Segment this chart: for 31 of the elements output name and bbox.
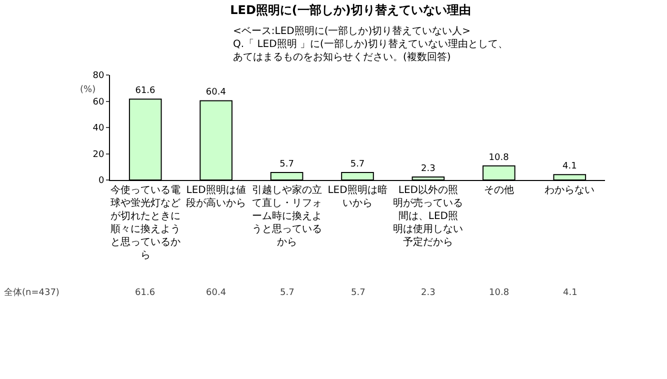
x-tick-label: わからない: [544, 185, 595, 196]
text: Q.「 LED照明 」に(一部しか)切り替えていない理由として、あてはまるものをお知らせください。(複数回答): [233, 38, 508, 63]
y-tick-label: 40: [92, 124, 104, 134]
x-tick-label: その他: [484, 184, 514, 196]
data-label: 5.7: [280, 288, 294, 298]
text: 4.1: [562, 162, 577, 172]
y-tick-label: 20: [92, 150, 104, 160]
chart-title: LED照明に(一部しか)切り替えていない理由: [230, 3, 471, 18]
text: 61.6: [135, 86, 156, 96]
text: 10.8: [488, 152, 509, 163]
data-label: 10.8: [489, 288, 510, 298]
chart-subtitle: <ベース:LED照明に(一部しか)切り替えていない人>: [233, 25, 471, 37]
text: 5.7: [350, 160, 365, 170]
data-label: 5.7: [351, 288, 366, 298]
text: 5.7: [280, 160, 294, 170]
data-label: 61.6: [135, 288, 156, 298]
data-label: 4.1: [563, 288, 578, 298]
x-tick-label: 引越しや家の立て直し・リフォーム時に換えようと思っているから: [252, 184, 322, 248]
text: 60.4: [206, 88, 226, 98]
data-label: 2.3: [421, 288, 436, 298]
x-tick-label: 今使っている電球や蛍光灯などが切れたときに順々に換えようと思っているから: [110, 184, 180, 261]
y-tick-label: 80: [92, 71, 104, 82]
x-tick-label: LED以外の照明が売っている間は、LED照明は使用しない予定だから: [393, 184, 464, 248]
y-axis-title: (%): [80, 85, 96, 95]
x-tick-label: LED照明は暗いから: [328, 184, 388, 209]
x-tick-label: LED照明は値段が高いから: [186, 184, 246, 209]
text: 全体(n=437): [4, 287, 60, 298]
y-tick-label: 60: [92, 97, 104, 108]
data-label: 60.4: [206, 288, 226, 298]
text: 2.3: [421, 164, 436, 174]
y-tick-label: 0: [98, 176, 104, 186]
